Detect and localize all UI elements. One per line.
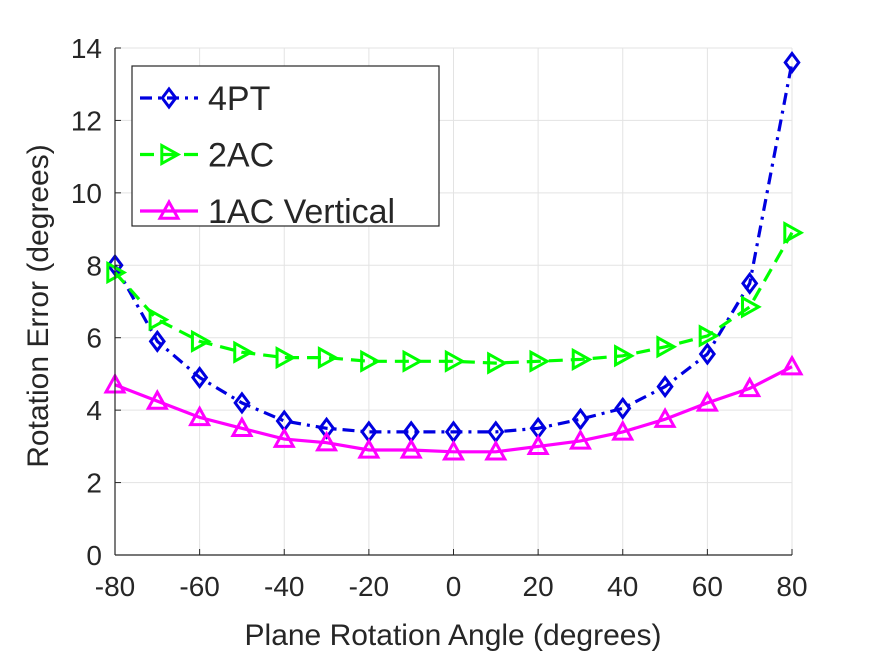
x-tick-label: 0 — [446, 571, 462, 602]
data-point-4pt — [698, 342, 716, 366]
data-point-2ac — [275, 346, 297, 370]
data-point-4pt — [317, 416, 336, 440]
x-tick-label: -20 — [349, 571, 389, 602]
data-point-4pt — [783, 50, 801, 74]
legend-item-4pt: 4PT — [140, 80, 270, 118]
series-2ac — [106, 221, 805, 375]
data-point-1ac-vertical — [653, 407, 677, 428]
data-point-2ac — [402, 349, 424, 373]
y-tick-label: 8 — [86, 250, 102, 281]
series-line-1ac-vertical — [114, 365, 793, 454]
data-point-4pt — [741, 271, 759, 295]
legend-label: 4PT — [208, 80, 270, 118]
data-point-1ac-vertical — [399, 437, 423, 459]
y-tick-label: 14 — [71, 33, 102, 64]
x-tick-label: -80 — [95, 571, 135, 602]
data-point-2ac — [783, 221, 805, 245]
legend-label: 2AC — [208, 137, 274, 175]
x-tick-label: -60 — [179, 571, 219, 602]
data-point-4pt — [614, 396, 632, 420]
series-line-2ac — [113, 231, 794, 365]
data-point-2ac — [740, 295, 762, 319]
data-point-1ac-vertical — [780, 354, 804, 376]
data-point-1ac-vertical — [357, 437, 381, 459]
legend: 4PT 2AC 1AC Vertical — [131, 65, 440, 231]
data-point-1ac-vertical — [272, 427, 296, 448]
data-point-1ac-vertical — [315, 430, 339, 452]
x-tick-label: -40 — [264, 571, 304, 602]
y-tick-label: 6 — [86, 323, 102, 354]
y-tick-label: 2 — [86, 468, 102, 499]
data-point-2ac — [106, 260, 128, 285]
x-tick-label: 60 — [692, 571, 723, 602]
data-point-2ac — [190, 329, 212, 353]
legend-swatch-marker — [157, 198, 181, 220]
data-point-1ac-vertical — [526, 434, 550, 456]
data-point-2ac — [233, 340, 255, 364]
data-point-2ac — [317, 346, 339, 370]
data-point-4pt — [571, 407, 590, 431]
y-tick-label: 0 — [86, 540, 102, 571]
data-point-4pt — [233, 391, 251, 415]
legend-swatch-marker — [160, 86, 178, 110]
data-point-2ac — [148, 308, 170, 332]
data-point-2ac — [614, 344, 635, 368]
legend-item-2ac: 2AC — [140, 137, 274, 175]
tick-labels: -80 -60 -40 -20 0 20 40 60 80 0 2 4 6 8 10 12 14 — [71, 33, 808, 602]
y-tick-label: 12 — [71, 105, 102, 136]
data-point-1ac-vertical — [484, 439, 508, 461]
data-point-2ac — [698, 324, 720, 348]
y-tick-label: 4 — [86, 395, 102, 426]
data-point-4pt — [656, 375, 674, 399]
x-tick-label: 80 — [776, 571, 807, 602]
data-point-2ac — [571, 347, 593, 371]
x-tick-label: 20 — [523, 571, 554, 602]
legend-item-1ac-vertical: 1AC Vertical — [140, 193, 395, 231]
data-point-2ac — [529, 349, 551, 373]
data-point-1ac-vertical — [188, 405, 212, 427]
x-tick-label: 40 — [607, 571, 638, 602]
data-point-4pt — [148, 329, 166, 353]
legend-box — [131, 65, 440, 227]
y-tick-label: 10 — [71, 178, 102, 209]
legend-swatch-marker — [160, 142, 182, 167]
x-axis-label: Plane Rotation Angle (degrees) — [245, 619, 662, 652]
data-point-1ac-vertical — [611, 419, 635, 441]
data-point-1ac-vertical — [738, 376, 762, 398]
series-line-4pt — [113, 62, 794, 434]
series-1ac-vertical — [103, 354, 804, 461]
data-point-2ac — [487, 351, 508, 375]
legend-label: 1AC Vertical — [208, 193, 395, 231]
data-point-1ac-vertical — [441, 439, 466, 461]
data-point-2ac — [360, 349, 381, 373]
data-point-4pt — [191, 366, 209, 390]
data-point-1ac-vertical — [695, 390, 719, 412]
y-axis-label: Rotation Error (degrees) — [22, 144, 55, 467]
data-point-1ac-vertical — [145, 389, 169, 410]
data-point-2ac — [656, 335, 678, 359]
data-point-1ac-vertical — [568, 428, 592, 450]
series-layer — [103, 50, 805, 461]
data-point-2ac — [444, 349, 466, 373]
axes — [114, 47, 793, 556]
data-point-1ac-vertical — [230, 416, 254, 437]
